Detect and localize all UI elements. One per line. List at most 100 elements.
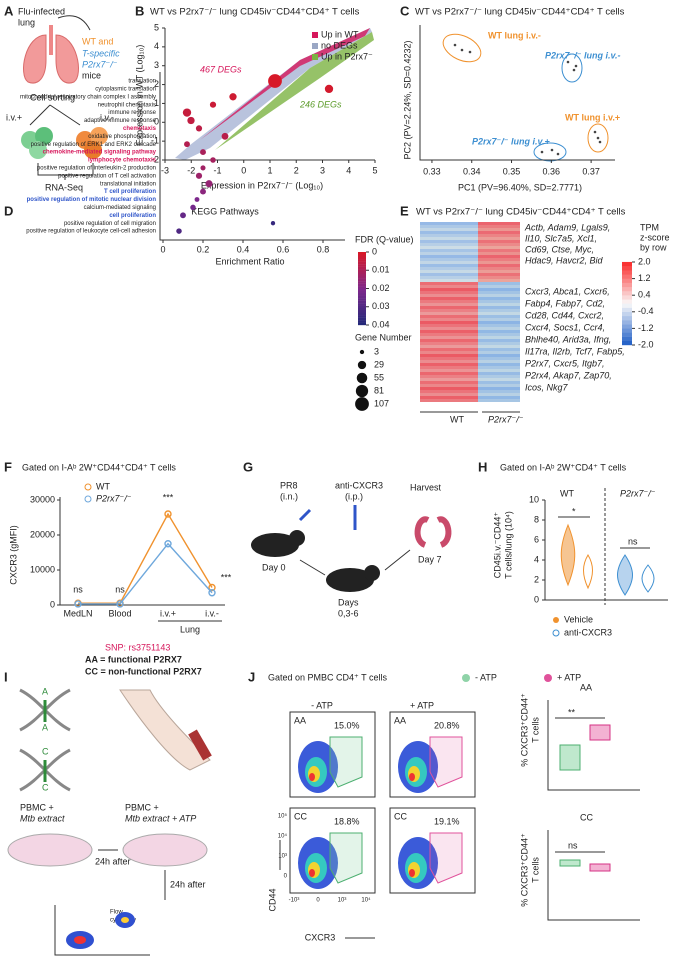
heat-strip: [478, 357, 520, 360]
y-axis-label: CXCR3 (gMFI): [8, 525, 18, 585]
legend-title: Gene Number: [355, 332, 412, 342]
dot: [324, 84, 334, 94]
colorbar: [622, 274, 632, 279]
colorbar: [622, 311, 632, 317]
annotation: ***: [163, 492, 174, 502]
y-tick-label: 10⁵: [278, 813, 288, 820]
text: Cell sorting: [30, 92, 75, 102]
panel-label: I: [4, 669, 8, 684]
legend-marker: [462, 674, 470, 682]
heat-strip: [420, 378, 478, 381]
term-label: positive regulation of cell migration: [64, 221, 156, 227]
decor-dot: [540, 150, 544, 154]
term-label: positive regulation of leukocyte cell-ce…: [26, 229, 156, 235]
heat-strip: [478, 345, 520, 348]
colorbar: [358, 303, 366, 306]
gene-list: Cxcr4, Socs1, Ccr4,: [525, 322, 605, 332]
heat-strip: [420, 336, 478, 339]
heat-strip: [420, 267, 478, 270]
row-label: AA: [394, 715, 406, 725]
heat-strip: [478, 294, 520, 297]
colorbar: [358, 276, 366, 279]
x-tick-label: 0: [241, 165, 246, 175]
heat-strip: [478, 312, 520, 315]
x-tick-label: -3: [161, 165, 169, 175]
heat-strip: [478, 225, 520, 228]
legend-marker: [312, 32, 318, 38]
term-label: lymphocyte chemotaxis: [88, 158, 157, 164]
term-label: positive regulation of ERK1 and ERK2 cas…: [31, 142, 157, 148]
colorbar: [358, 320, 366, 323]
dot: [200, 188, 206, 195]
colorbar: [622, 278, 632, 283]
gate: [429, 832, 463, 884]
term-label: positive regulation of T cell activation: [58, 173, 156, 179]
point: [74, 600, 82, 608]
colorbar: [358, 261, 366, 265]
legend-size: [357, 360, 367, 370]
box-plots: [559, 724, 611, 872]
heat-strip: [420, 276, 478, 279]
syringe: [298, 505, 357, 530]
legend-tick: 29: [374, 359, 384, 369]
text: (i.p.): [345, 491, 363, 501]
plot-title: AA: [580, 682, 592, 692]
text: i.v.+: [6, 112, 22, 122]
heat-strip: [420, 315, 478, 318]
heat-strip: [478, 309, 520, 312]
y-tick-label: 2: [154, 79, 159, 89]
x-tick-label: 0.36: [543, 166, 561, 176]
heat-strip: [478, 330, 520, 333]
text: T-specific: [82, 48, 120, 58]
allele: A: [42, 686, 48, 696]
heat-strip: [478, 270, 520, 273]
text: Mtb extract: [20, 813, 65, 823]
dot: [221, 132, 229, 140]
legend-title: by row: [640, 242, 667, 252]
heat-strip: [420, 339, 478, 342]
heat-strip: [478, 297, 520, 300]
decor-dot: [566, 60, 570, 64]
x-tick-label: MedLN: [63, 608, 92, 618]
x-axis-label: Expression in P2rx7⁻/⁻ (Log₁₀): [201, 180, 323, 190]
y-tick-label: 4: [154, 41, 159, 51]
legend-tick: 107: [374, 398, 389, 408]
term-label: positive regulation of interleukin-2 pro…: [37, 165, 156, 171]
legend-marker: [312, 54, 318, 60]
heat-strip: [478, 246, 520, 249]
significance: ns: [568, 840, 578, 850]
y-axis-label: % CXCR3⁺CD44⁺: [519, 693, 529, 767]
legend-tick: 2.0: [638, 256, 651, 266]
flow-blob: [309, 869, 315, 877]
legend-tick: 55: [374, 372, 384, 382]
heat-strip: [420, 222, 478, 225]
y-tick-label: 10: [529, 494, 539, 504]
y-tick-label: 10⁴: [278, 833, 288, 840]
x-axis-label: Enrichment Ratio: [215, 256, 284, 266]
column-label: - ATP: [311, 700, 333, 710]
plot-title: CC: [580, 812, 593, 822]
y-tick-label: 10³: [278, 854, 287, 860]
decor-dot: [572, 68, 576, 72]
heat-strip: [420, 327, 478, 330]
x-tick-label: 1: [267, 165, 272, 175]
heat-strip: [478, 381, 520, 384]
gene-list: Il17ra, Il2rb, Tcf7, Fabp5,: [525, 346, 625, 356]
dot: [200, 165, 206, 171]
y-axis-label: CD45i.v.⁻CD44⁺: [492, 512, 502, 579]
heat-strip: [420, 345, 478, 348]
colorbar: [358, 286, 366, 289]
heat-strip: [478, 315, 520, 318]
dot: [176, 228, 182, 234]
heat-strip: [420, 303, 478, 306]
x-tick-label: 0.2: [197, 244, 210, 254]
colorbar: [358, 256, 366, 260]
dot: [209, 101, 217, 108]
x-tick-label: 5: [372, 165, 377, 175]
x-tick-label: -2: [187, 165, 195, 175]
panel-label: F: [4, 459, 12, 474]
heat-strip: [478, 363, 520, 366]
heat-strip: [478, 291, 520, 294]
text: RNA-Seq: [45, 182, 83, 192]
point-cloud: [200, 28, 370, 140]
